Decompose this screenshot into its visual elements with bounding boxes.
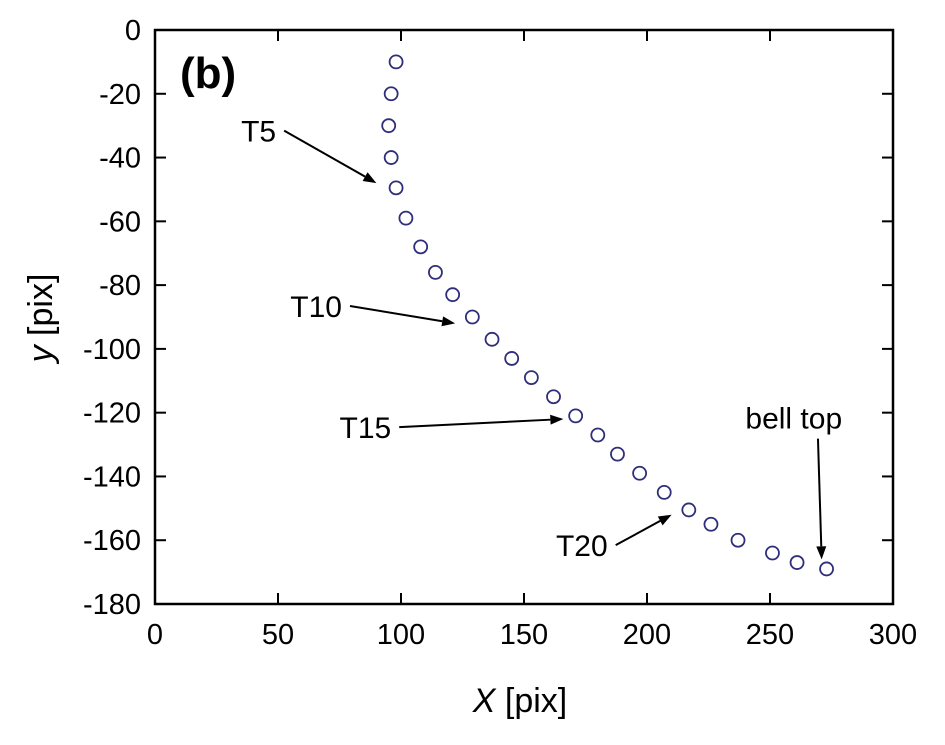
data-point bbox=[381, 118, 397, 134]
data-point bbox=[523, 370, 539, 385]
x-tick-label: 300 bbox=[869, 619, 917, 651]
data-point bbox=[546, 389, 561, 405]
y-tick-label: -40 bbox=[99, 143, 141, 175]
data-point bbox=[789, 555, 805, 570]
annotation-arrowhead bbox=[550, 414, 564, 425]
y-tick-label: -100 bbox=[83, 334, 141, 366]
annotation-arrowhead bbox=[657, 514, 672, 526]
x-tick-label: 0 bbox=[147, 619, 163, 651]
data-point bbox=[388, 180, 404, 196]
tick-marks bbox=[154, 29, 894, 605]
data-point bbox=[703, 516, 719, 532]
data-point bbox=[504, 351, 520, 366]
annotation-label: T10 bbox=[290, 291, 342, 324]
data-point bbox=[656, 484, 672, 500]
y-tick-label: -20 bbox=[99, 79, 141, 111]
x-tick-label: 200 bbox=[623, 619, 671, 651]
annotation-arrow bbox=[283, 129, 366, 178]
data-point bbox=[383, 86, 399, 102]
y-tick-label: -140 bbox=[83, 461, 141, 493]
annotation-arrowhead bbox=[441, 316, 456, 327]
y-axis-title: y [pix] bbox=[22, 274, 60, 365]
data-point bbox=[445, 287, 461, 303]
panel-label: (b) bbox=[180, 49, 236, 98]
annotation-arrow bbox=[816, 438, 823, 547]
x-tick-label: 250 bbox=[746, 619, 794, 651]
data-point bbox=[590, 427, 606, 443]
data-point bbox=[398, 210, 414, 226]
y-tick-label: -60 bbox=[99, 206, 141, 238]
x-axis-title-var: X bbox=[472, 682, 497, 720]
annotation-label: T15 bbox=[340, 412, 392, 445]
y-tick-label: -120 bbox=[83, 398, 141, 430]
data-point bbox=[383, 150, 399, 165]
data-point bbox=[765, 545, 780, 561]
data-point bbox=[730, 532, 746, 548]
x-tick-label: 50 bbox=[262, 619, 294, 651]
annotation-arrow bbox=[399, 418, 551, 429]
y-axis-title-var: y bbox=[22, 343, 60, 364]
annotation-arrow bbox=[349, 305, 443, 323]
y-axis-title-unit: [pix] bbox=[22, 274, 60, 346]
annotation-label: T20 bbox=[556, 530, 608, 563]
y-tick-label: -180 bbox=[83, 589, 141, 621]
y-tick-label: -80 bbox=[99, 270, 141, 302]
annotation-arrowhead bbox=[362, 172, 377, 184]
x-axis-title: X [pix] bbox=[472, 682, 568, 720]
data-point bbox=[413, 239, 429, 255]
annotations: T5 T10 T15 T20 bell top bbox=[241, 116, 842, 564]
data-point bbox=[610, 446, 625, 462]
data-point bbox=[428, 264, 443, 280]
data-point bbox=[681, 502, 697, 518]
annotation-arrowhead bbox=[816, 546, 827, 560]
data-point bbox=[484, 331, 500, 347]
data-points bbox=[381, 54, 834, 577]
x-tick-label: 100 bbox=[377, 619, 425, 651]
data-point bbox=[819, 561, 834, 577]
data-point bbox=[388, 54, 404, 70]
y-tick-label: 0 bbox=[125, 15, 141, 47]
annotation-label: bell top bbox=[745, 403, 842, 436]
y-tick-label: -160 bbox=[83, 525, 141, 557]
data-point bbox=[632, 465, 648, 481]
data-point bbox=[568, 408, 584, 424]
x-tick-label: 150 bbox=[500, 619, 548, 651]
tick-labels: 0 50 100 150 200 250 300 0 -20 -40 -60 -80 -100 -120 -… bbox=[83, 15, 917, 651]
annotation-label: T5 bbox=[241, 116, 276, 149]
annotation-arrow bbox=[615, 520, 661, 547]
x-axis-title-unit: [pix] bbox=[495, 682, 567, 720]
data-point bbox=[464, 309, 480, 325]
